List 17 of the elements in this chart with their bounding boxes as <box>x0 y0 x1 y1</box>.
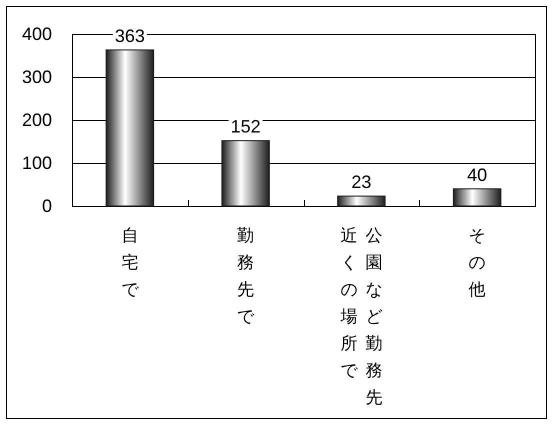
bar <box>337 196 386 206</box>
data-label: 23 <box>351 172 372 192</box>
data-label: 363 <box>114 26 145 46</box>
y-tick-label: 400 <box>22 24 52 44</box>
y-tick-label: 200 <box>22 110 52 130</box>
x-tick-label: 勤務先で <box>237 225 254 328</box>
y-tick-label: 100 <box>22 153 52 173</box>
y-tick-label: 0 <box>42 196 52 216</box>
x-tick-label: 自宅で <box>121 225 138 301</box>
data-label: 40 <box>467 164 488 185</box>
category-label: 公園など勤務先近くの場所で <box>340 226 382 407</box>
x-tick-label: その他 <box>468 225 486 301</box>
bar <box>221 140 270 206</box>
bar <box>452 188 502 206</box>
data-label: 152 <box>230 116 261 137</box>
y-tick-label: 300 <box>22 67 52 87</box>
bar <box>106 49 154 206</box>
